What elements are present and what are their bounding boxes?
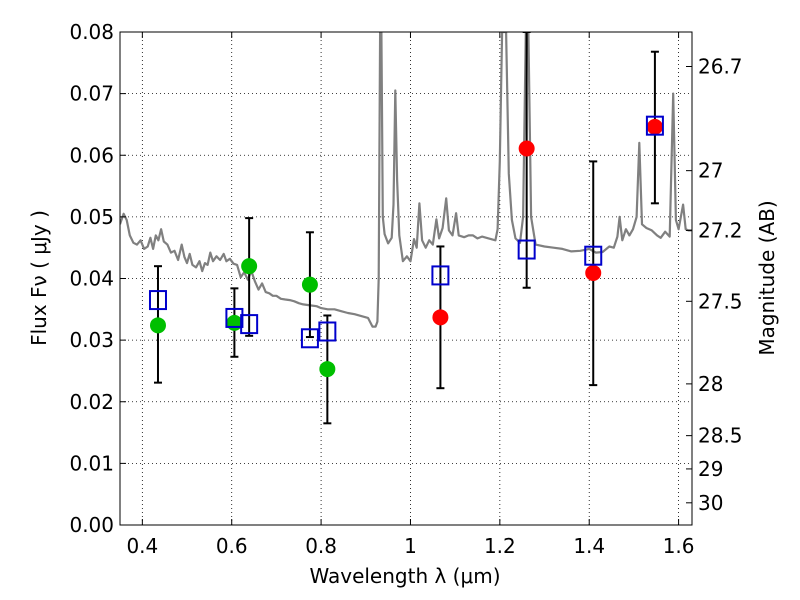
data-point-circle <box>301 276 318 293</box>
spectrum-layer <box>120 32 692 328</box>
y2-tick-label: 26.7 <box>698 55 743 79</box>
model-spectrum-line <box>120 32 692 328</box>
y-tick-label: 0.08 <box>69 20 114 44</box>
y-tick-label: 0.02 <box>69 390 114 414</box>
x-tick-label: 1.6 <box>663 534 695 558</box>
y2-tick-label: 30 <box>698 491 723 515</box>
y2-tick-label: 28 <box>698 372 723 396</box>
data-point-circle <box>149 317 166 334</box>
y-tick-label: 0.04 <box>69 267 114 291</box>
y2-tick-label: 29 <box>698 457 723 481</box>
y2-tick-label: 28.5 <box>698 424 743 448</box>
y-tick-label: 0.00 <box>69 513 114 537</box>
y-tick-label: 0.06 <box>69 143 114 167</box>
data-point-square <box>300 328 319 349</box>
data-point-circle <box>432 309 449 326</box>
y-axis-label: Flux Fν ( μJy ) <box>27 210 51 346</box>
data-point-circle <box>518 140 535 157</box>
data-point-circle <box>241 258 258 275</box>
data-point-square <box>240 314 259 335</box>
x-tick-label: 1.4 <box>573 534 605 558</box>
data-point-square <box>517 239 536 260</box>
plot-frame <box>119 31 693 526</box>
data-point-circle <box>585 264 602 281</box>
data-point-circle <box>226 314 243 331</box>
data-point-circle <box>319 361 336 378</box>
y2-tick-label: 27.5 <box>698 289 743 313</box>
y2-tick-label: 27.2 <box>698 218 743 242</box>
x-tick-label: 0.4 <box>126 534 158 558</box>
data-point-square <box>225 307 244 328</box>
data-point-square <box>584 245 603 266</box>
x-tick-label: 1.2 <box>484 534 516 558</box>
data-point-square <box>148 290 167 311</box>
x-axis-label: Wavelength λ (μm) <box>309 564 500 588</box>
plot-content <box>120 32 692 425</box>
axes: 0.4 0.6 0.8 1 1.2 1.4 1.6 0.00 0.01 0.02 0.03 0.04 0… <box>69 20 742 558</box>
data-point-square <box>318 321 337 342</box>
data-point-square <box>431 265 450 286</box>
grid-lines <box>120 31 692 526</box>
marker-layer <box>148 115 664 378</box>
data-point-circle <box>646 118 663 135</box>
y-tick-label: 0.07 <box>69 82 114 106</box>
x-tick-label: 0.8 <box>305 534 337 558</box>
y-tick-label: 0.03 <box>69 328 114 352</box>
x-tick-label: 1 <box>404 534 417 558</box>
y2-axis-label: Magnitude (AB) <box>755 200 779 355</box>
errorbar-layer <box>153 32 659 425</box>
y-tick-label: 0.05 <box>69 205 114 229</box>
x-tick-label: 0.6 <box>216 534 248 558</box>
y-tick-label: 0.01 <box>69 451 114 475</box>
data-point-square <box>645 115 664 136</box>
y2-tick-label: 27 <box>698 159 723 183</box>
